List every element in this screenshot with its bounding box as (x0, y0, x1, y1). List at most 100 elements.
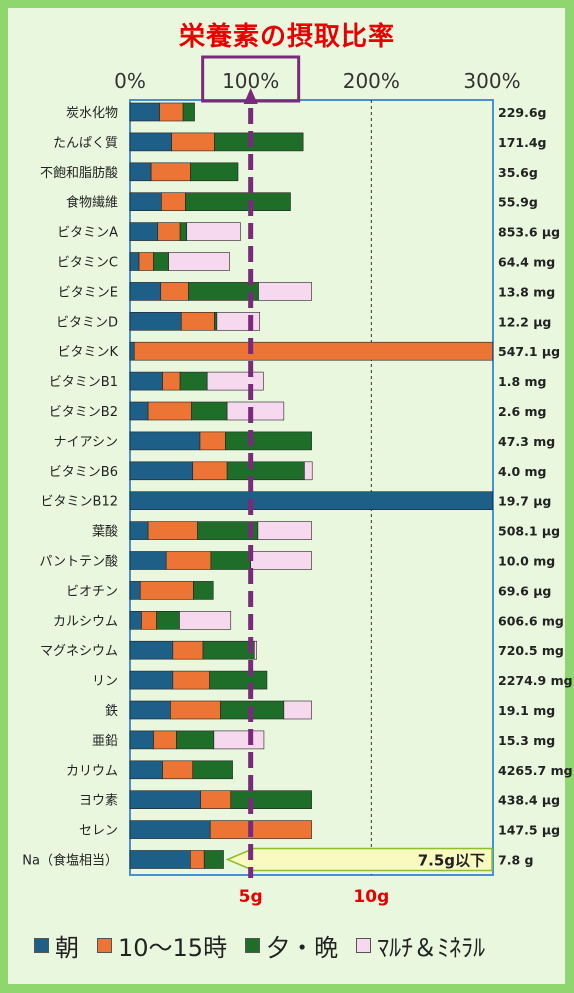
bar-segment-breakfast (129, 491, 493, 511)
bar-segment-snack (199, 431, 226, 451)
bar-segment-snack (172, 670, 210, 690)
row-total-label: 508.1 μg (498, 524, 560, 539)
bar-segment-breakfast (129, 401, 149, 421)
row-label: カルシウム (53, 614, 118, 629)
bar-segment-dinner (203, 850, 224, 869)
bar-segment-breakfast (129, 371, 163, 391)
bar-segment-dinner (156, 610, 180, 630)
bar-segment-breakfast (129, 192, 162, 211)
bar-segment-snack (170, 700, 221, 720)
bar-segment-breakfast (129, 610, 142, 630)
row-total-label: 69.6 μg (498, 583, 551, 598)
bar-segment-dinner (193, 581, 214, 600)
bar-segment-breakfast (129, 461, 194, 481)
row-label: ビタミンB6 (49, 465, 118, 480)
row-label: ナイアシン (54, 435, 118, 450)
bar-segment-dinner (153, 252, 169, 271)
bar-segment-snack (138, 252, 154, 271)
bar-segment-snack (162, 371, 181, 391)
row-label: 鉄 (105, 704, 118, 719)
legend-swatch-snack (97, 938, 112, 953)
bar-segment-breakfast (129, 222, 159, 241)
bar-segment-snack (172, 640, 204, 660)
bar-segment-dinner (188, 282, 259, 301)
bar-segment-multi (179, 610, 232, 630)
bar-segment-dinner (214, 311, 218, 331)
bar-segment-breakfast (129, 640, 174, 660)
row-total-label: 4265.7 mg (498, 763, 573, 778)
bar-segment-dinner (214, 132, 304, 152)
row-total-label: 19.7 μg (498, 494, 551, 509)
legend-label-breakfast: 朝 (55, 934, 79, 962)
bar-segment-dinner (191, 401, 228, 421)
legend-swatch-multi (356, 938, 372, 953)
bar-segment-snack (192, 461, 228, 481)
row-label: パントテン酸 (39, 555, 118, 570)
row-label: ビタミンB12 (41, 495, 118, 510)
legend-item-breakfast: 朝 (34, 928, 79, 963)
row-label: ビタミンE (58, 285, 118, 300)
bar-segment-breakfast (129, 162, 152, 182)
row-total-label: 171.4g (498, 135, 547, 150)
legend-item-snack: 10～15時 (97, 928, 227, 963)
row-label: ヨウ素 (79, 794, 118, 809)
bar-segment-multi (213, 730, 265, 750)
bar-segment-breakfast (129, 760, 163, 780)
row-total-label: 4.0 mg (498, 464, 546, 479)
row-label: ビタミンD (56, 315, 118, 330)
row-total-label: 13.8 mg (498, 284, 555, 299)
row-label: 食物繊維 (66, 195, 118, 211)
bar-segment-breakfast (129, 790, 201, 810)
chart-title: 栄養素の摂取比率 (178, 22, 395, 52)
bar-segment-snack (190, 850, 205, 869)
row-total-label: 853.6 μg (498, 225, 560, 240)
bar-segment-multi (304, 461, 313, 481)
bar-segment-breakfast (129, 102, 160, 122)
bar-segment-snack (147, 521, 198, 540)
row-total-label: 2.6 mg (498, 404, 546, 419)
bar-segment-dinner (202, 640, 255, 660)
row-total-label: 1.8 mg (498, 374, 546, 389)
row-total-label: 10.0 mg (498, 554, 555, 569)
bar-segment-breakfast (129, 311, 182, 331)
bar-segment-dinner (182, 102, 195, 122)
bar-segment-multi (216, 311, 261, 331)
bar-segment-multi (258, 282, 312, 301)
bar-segment-multi (250, 551, 312, 570)
bar-segment-breakfast (129, 521, 149, 540)
x-tick-label: 0% (114, 69, 146, 93)
bar-segment-breakfast (129, 730, 154, 750)
bar-segment-multi (226, 401, 285, 421)
row-label: ビタミンC (57, 256, 118, 271)
bar-segment-multi (283, 700, 312, 720)
bar-segment-snack (180, 311, 215, 331)
bottom-tick-label: 5g (239, 887, 263, 907)
bar-segment-snack (162, 760, 194, 780)
bar-segment-breakfast (129, 670, 174, 690)
row-total-label: 2274.9 mg (498, 673, 573, 688)
bar-segment-breakfast (129, 551, 167, 570)
row-total-label: 606.6 mg (498, 613, 564, 628)
bar-segment-dinner (185, 192, 291, 211)
row-label: 亜鉛 (92, 734, 118, 749)
row-total-label: 12.2 μg (498, 314, 551, 329)
limit-callout-label: 7.5g以下 (418, 852, 485, 870)
row-label: たんぱく質 (53, 136, 118, 151)
x-tick-label: 200% (343, 69, 400, 93)
bar-segment-dinner (226, 461, 305, 481)
bar-segment-dinner (225, 431, 312, 451)
bar-segment-snack (150, 162, 191, 182)
row-total-label: 547.1 μg (498, 344, 560, 359)
legend-item-dinner: 夕・晩 (245, 928, 338, 963)
legend-item-multi: ﾏﾙﾁ＆ﾐﾈﾗﾙ (356, 928, 485, 963)
row-label: ビタミンA (57, 226, 118, 241)
bar-segment-snack (153, 730, 177, 750)
row-total-label: 55.9g (498, 195, 538, 210)
bar-segment-breakfast (129, 132, 172, 152)
bar-segment-dinner (176, 730, 215, 750)
legend-swatch-breakfast (34, 938, 49, 953)
bar-segment-snack (139, 581, 194, 600)
x-tick-label: 300% (463, 69, 520, 93)
bar-segment-snack (147, 401, 192, 421)
